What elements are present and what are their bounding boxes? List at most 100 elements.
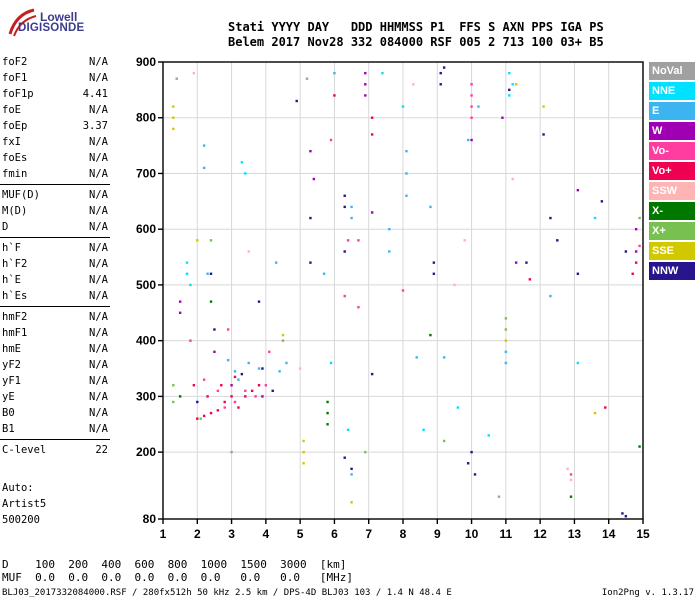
data-point-vo+ <box>192 384 196 387</box>
data-point-vo- <box>244 389 247 393</box>
x-tick-label: 12 <box>533 527 547 541</box>
x-tick-label: 15 <box>636 527 650 541</box>
software-version: Ion2Png v. 1.3.17 <box>601 588 694 598</box>
param-name: M(D) <box>2 205 28 217</box>
data-point-nne <box>456 406 460 409</box>
data-point-nnw <box>257 300 261 303</box>
data-point-ssw <box>247 250 250 253</box>
data-point-vo+ <box>257 384 261 387</box>
logo-swirl-icon <box>8 8 37 37</box>
legend-item: Vo- <box>649 142 695 160</box>
param-row: hmF1 N/A <box>0 325 110 341</box>
data-point-vo+ <box>220 384 223 387</box>
param-value: N/A <box>89 391 108 403</box>
data-point-x- <box>326 423 329 426</box>
data-point-sse <box>172 127 175 131</box>
data-point-ssw <box>566 467 569 471</box>
legend-item: SSW <box>649 182 695 200</box>
data-point-e <box>233 370 237 373</box>
data-point-vo+ <box>237 406 240 409</box>
x-tick-label: 5 <box>297 527 304 541</box>
data-point-vo- <box>329 138 333 142</box>
logo-lowell: Lowell <box>40 10 78 24</box>
data-point-nne <box>346 428 350 432</box>
data-point-vo- <box>268 350 271 354</box>
x-tick-label: 3 <box>228 527 235 541</box>
data-point-e <box>405 149 408 153</box>
data-point-nnw <box>624 250 628 253</box>
x-tick-label: 8 <box>400 527 407 541</box>
data-point-vo+ <box>196 417 199 420</box>
data-point-vo+ <box>209 411 213 415</box>
data-point-vo+ <box>528 278 532 281</box>
x-tick-label: 10 <box>465 527 479 541</box>
data-point-vo+ <box>604 406 607 409</box>
data-point-vo+ <box>206 395 209 398</box>
data-point-nne <box>329 361 333 365</box>
param-value: N/A <box>89 242 108 254</box>
data-point-w <box>501 116 504 119</box>
param-value: N/A <box>89 327 108 339</box>
data-point-w <box>634 227 638 231</box>
data-point-vo+ <box>230 395 233 398</box>
data-point-nne <box>422 428 425 432</box>
param-row: h`F2 N/A <box>0 256 110 272</box>
data-point-nne <box>244 172 247 175</box>
logo-digisonde: DIGISONDE <box>18 22 85 34</box>
data-point-nnw <box>350 467 353 471</box>
data-point-nne <box>511 83 514 86</box>
data-point-e <box>237 378 240 381</box>
data-point-nnw <box>576 272 580 275</box>
data-point-nne <box>189 283 192 287</box>
data-point-x+ <box>281 339 285 342</box>
data-point-nnw <box>240 372 244 376</box>
data-point-vo+ <box>333 94 336 97</box>
data-point-x+ <box>442 439 446 443</box>
data-point-w <box>261 395 264 398</box>
param-separator <box>0 306 110 307</box>
legend-item: W <box>649 122 695 140</box>
distance-muf-table: D 100 200 400 600 800 1000 1500 3000 [km… <box>2 558 353 584</box>
data-point-vo+ <box>634 261 638 264</box>
data-point-vo+ <box>233 375 237 379</box>
distance-row: D 100 200 400 600 800 1000 1500 3000 [km… <box>2 558 347 571</box>
param-name: C-level <box>2 444 47 456</box>
data-point-vo- <box>470 116 473 119</box>
y-tick-label: 700 <box>136 166 156 180</box>
param-value: N/A <box>89 104 108 116</box>
param-row: yF2 N/A <box>0 357 110 373</box>
data-point-e <box>247 361 250 365</box>
data-point-nne <box>185 261 189 264</box>
data-point-nnw <box>473 473 477 476</box>
data-point-nnw <box>271 389 274 393</box>
data-point-e <box>202 144 206 147</box>
data-point-vo- <box>226 328 230 331</box>
data-point-vo- <box>343 294 346 298</box>
param-name: yF1 <box>2 375 21 387</box>
y-tick-label: 800 <box>136 111 156 125</box>
data-point-sse <box>514 83 518 86</box>
param-name: foF2 <box>2 56 28 68</box>
data-point-e <box>504 350 508 354</box>
data-point-vo+ <box>202 414 206 418</box>
data-point-nne <box>185 272 189 275</box>
data-point-w <box>230 384 233 387</box>
data-point-vo- <box>357 239 360 242</box>
data-point-e <box>549 294 552 298</box>
data-point-w <box>178 311 182 314</box>
data-point-nnw <box>439 71 442 75</box>
param-name: fxI <box>2 136 21 148</box>
param-row: h`E N/A <box>0 272 110 288</box>
legend-item: X+ <box>649 222 695 240</box>
param-value: N/A <box>89 72 108 84</box>
data-point-nnw <box>621 512 624 515</box>
param-value: N/A <box>89 423 108 435</box>
param-row: yE N/A <box>0 389 110 405</box>
data-point-nnw <box>508 88 511 92</box>
data-point-x- <box>429 333 432 337</box>
data-point-noval <box>305 77 309 80</box>
data-point-w <box>364 83 367 86</box>
param-value: N/A <box>89 152 108 164</box>
param-row: foEp 3.37 <box>0 118 110 134</box>
param-name: hmE <box>2 343 21 355</box>
